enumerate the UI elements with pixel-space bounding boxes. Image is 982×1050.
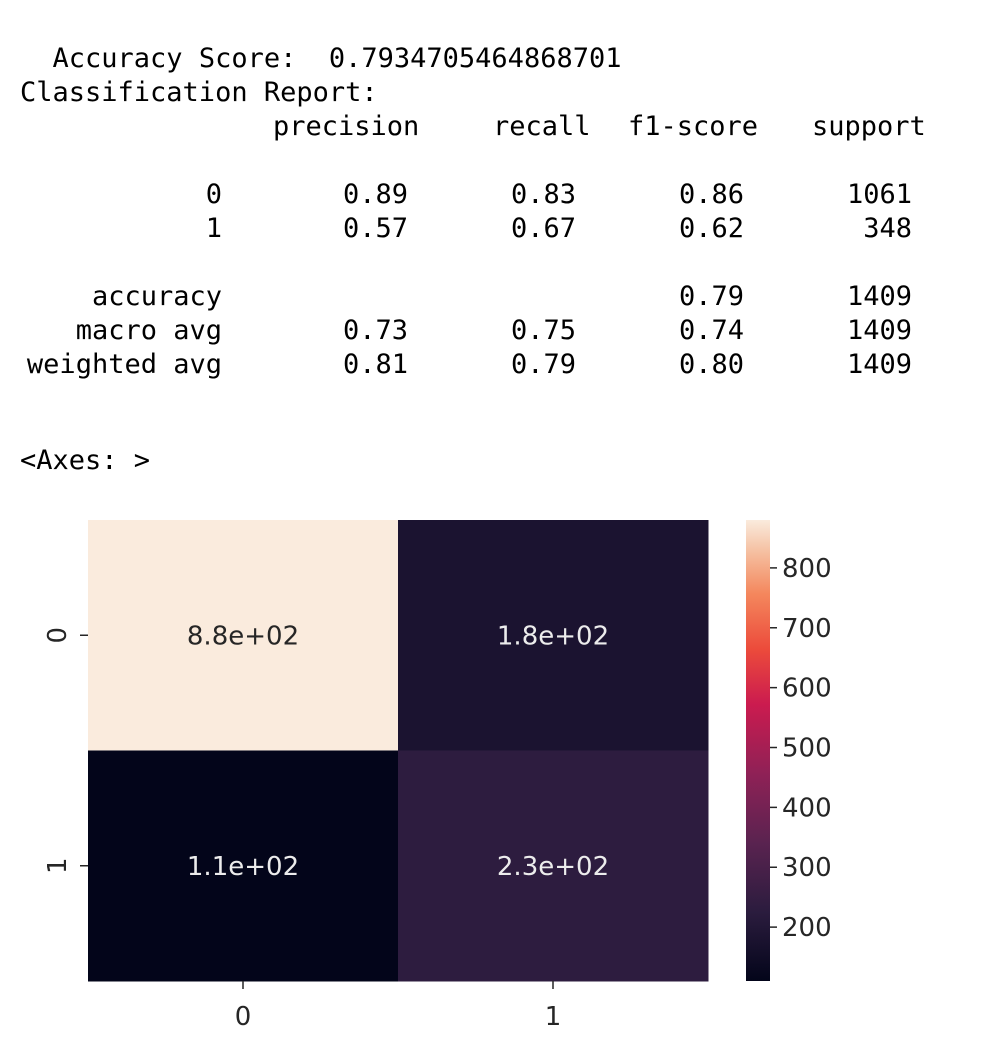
x-tick-label: 1 xyxy=(545,1002,562,1032)
summary-label: macro avg xyxy=(75,315,222,346)
accuracy-value: 0.7934705464868701 xyxy=(328,43,622,74)
row-label: 1 xyxy=(205,213,222,244)
accuracy-line: Accuracy Score: 0.7934705464868701 xyxy=(20,8,622,74)
colorbar-tick-label: 500 xyxy=(782,734,832,764)
summary-precision: 0.81 xyxy=(342,349,408,380)
x-tick-label: 0 xyxy=(235,1002,252,1032)
report-summary-row: macro avg 0.73 0.75 0.74 1409 xyxy=(20,314,980,348)
report-row: 0 0.89 0.83 0.86 1061 xyxy=(20,178,980,212)
report-title: Classification Report: xyxy=(20,77,378,108)
colorbar-tick-label: 800 xyxy=(782,554,832,584)
row-recall: 0.83 xyxy=(510,179,576,210)
report-summary-row: accuracy 0.79 1409 xyxy=(20,280,980,314)
y-tick-label: 0 xyxy=(43,627,73,644)
report-header-row: precision recall f1-score support xyxy=(20,110,980,144)
heatmap-cell xyxy=(398,520,709,751)
axes-repr: <Axes: > xyxy=(20,445,151,476)
summary-recall: 0.79 xyxy=(510,349,576,380)
colorbar-tick-label: 600 xyxy=(782,674,832,704)
row-support: 1061 xyxy=(846,179,912,210)
y-tick-label: 1 xyxy=(43,857,73,874)
heatmap-cell xyxy=(88,520,399,751)
report-row: 1 0.57 0.67 0.62 348 xyxy=(20,212,980,246)
summary-support: 1409 xyxy=(846,281,912,312)
header-precision: precision xyxy=(273,111,420,142)
heatmap-cell-label: 1.8e+02 xyxy=(497,621,609,651)
accuracy-label: Accuracy Score: xyxy=(52,43,297,74)
row-recall: 0.67 xyxy=(510,213,576,244)
colorbar xyxy=(746,520,770,981)
row-f1: 0.86 xyxy=(678,179,744,210)
heatmap-cell-label: 2.3e+02 xyxy=(497,852,609,882)
summary-f1: 0.80 xyxy=(678,349,744,380)
colorbar-tick-label: 400 xyxy=(782,793,832,823)
colorbar-tick-label: 700 xyxy=(782,614,832,644)
summary-support: 1409 xyxy=(846,315,912,346)
summary-recall: 0.75 xyxy=(510,315,576,346)
row-support: 348 xyxy=(863,213,912,244)
summary-f1: 0.74 xyxy=(678,315,744,346)
report-summary-row: weighted avg 0.81 0.79 0.80 1409 xyxy=(20,348,980,382)
header-recall: recall xyxy=(493,111,591,142)
summary-label: weighted avg xyxy=(26,349,222,380)
row-f1: 0.62 xyxy=(678,213,744,244)
summary-support: 1409 xyxy=(846,349,912,380)
colorbar-tick-label: 300 xyxy=(782,853,832,883)
header-support: support xyxy=(812,111,926,142)
heatmap-cell-label: 8.8e+02 xyxy=(187,621,299,651)
summary-precision: 0.73 xyxy=(342,315,408,346)
heatmap-cell xyxy=(88,750,399,982)
heatmap-cell-label: 1.1e+02 xyxy=(187,852,299,882)
colorbar-tick-label: 200 xyxy=(782,913,832,943)
row-precision: 0.57 xyxy=(342,213,408,244)
header-f1-score: f1-score xyxy=(628,111,759,142)
summary-label: accuracy xyxy=(91,281,222,312)
row-label: 0 xyxy=(205,179,222,210)
heatmap-cell xyxy=(398,750,709,982)
confusion-matrix-heatmap: 8.8e+02 1.8e+02 1.1e+02 2.3e+02 0 1 0 1 200 300… xyxy=(43,520,832,1032)
row-precision: 0.89 xyxy=(342,179,408,210)
summary-f1: 0.79 xyxy=(678,281,744,312)
